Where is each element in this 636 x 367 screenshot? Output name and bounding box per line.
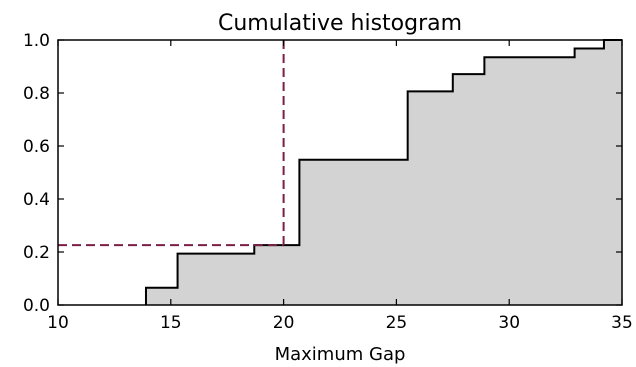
x-axis-label: Maximum Gap [275,344,406,365]
chart-title: Cumulative histogram [218,11,462,36]
y-tick-label: 0.6 [23,137,50,157]
x-tick-label: 30 [498,313,520,333]
x-axis: 10 15 20 25 30 35 [47,40,633,333]
plot-frame [57,39,623,306]
y-tick-label: 1.0 [23,31,50,51]
plot-area [57,39,623,306]
histogram-fill [145,40,622,305]
x-tick-label: 25 [386,313,408,333]
x-tick-label: 35 [611,313,633,333]
y-axis: 0.0 0.2 0.4 0.6 0.8 1.0 [23,31,622,316]
x-tick-label: 15 [160,313,182,333]
x-tick-label: 20 [273,313,295,333]
y-tick-label: 0.8 [23,84,50,104]
y-tick-label: 0.4 [23,190,50,210]
y-tick-label: 0.0 [23,296,50,316]
y-tick-label: 0.2 [23,243,50,263]
x-tick-label: 10 [47,313,69,333]
histogram-step-line [144,39,622,305]
